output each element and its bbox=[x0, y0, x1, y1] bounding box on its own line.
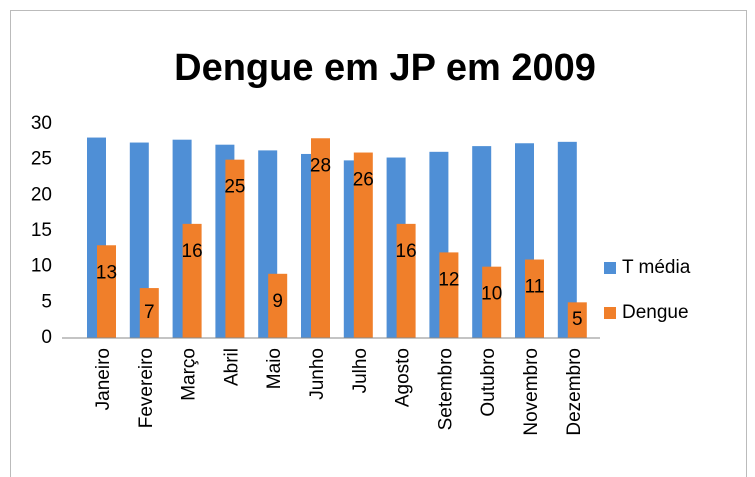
bar bbox=[557, 141, 577, 338]
x-tick-label: Setembro bbox=[435, 348, 456, 430]
bar bbox=[567, 302, 587, 338]
x-tick-label: Outubro bbox=[478, 348, 499, 417]
bar bbox=[482, 266, 502, 338]
x-tick-label: Agosto bbox=[393, 348, 414, 407]
x-tick-label: Dezembro bbox=[564, 348, 585, 436]
x-tick-label: Maio bbox=[264, 348, 285, 389]
bar bbox=[97, 245, 116, 338]
legend-label: Dengue bbox=[622, 302, 689, 323]
y-tick-label: 5 bbox=[41, 291, 52, 312]
data-label: 25 bbox=[224, 177, 245, 198]
x-tick-label: Abril bbox=[221, 348, 242, 386]
bar bbox=[353, 152, 373, 338]
data-label: 7 bbox=[144, 302, 155, 323]
bar bbox=[311, 138, 330, 338]
y-tick-label: 20 bbox=[31, 184, 52, 205]
x-tick-label: Fevereiro bbox=[136, 348, 157, 428]
x-tick-label: Novembro bbox=[521, 348, 542, 436]
legend-label: T média bbox=[622, 257, 691, 278]
data-label: 9 bbox=[272, 291, 283, 312]
data-label: 12 bbox=[438, 269, 459, 290]
legend-swatch bbox=[604, 262, 616, 274]
data-label: 5 bbox=[572, 309, 583, 330]
bar bbox=[439, 252, 459, 338]
bar bbox=[525, 259, 544, 338]
chart-border bbox=[10, 10, 747, 477]
y-tick-label: 25 bbox=[31, 149, 52, 170]
bar bbox=[182, 223, 202, 338]
data-label: 11 bbox=[525, 277, 545, 298]
bar bbox=[225, 159, 245, 338]
x-tick-label: Janeiro bbox=[93, 348, 114, 410]
data-label: 10 bbox=[481, 284, 502, 305]
data-label: 13 bbox=[96, 262, 117, 283]
data-label: 26 bbox=[353, 170, 374, 191]
y-tick-label: 30 bbox=[31, 113, 52, 134]
x-tick-label: Julho bbox=[350, 348, 371, 393]
x-tick-label: Março bbox=[179, 348, 200, 401]
y-tick-label: 0 bbox=[41, 327, 52, 348]
bar bbox=[268, 273, 288, 338]
data-label: 28 bbox=[310, 155, 331, 176]
x-tick-label: Junho bbox=[307, 348, 328, 400]
data-label: 16 bbox=[182, 241, 203, 262]
y-tick-label: 15 bbox=[31, 220, 52, 241]
chart-title: Dengue em JP em 2009 bbox=[174, 47, 596, 89]
data-label: 16 bbox=[396, 241, 417, 262]
y-tick-label: 10 bbox=[31, 256, 52, 277]
legend-swatch bbox=[604, 307, 616, 319]
bar bbox=[139, 288, 159, 338]
bar bbox=[396, 223, 416, 338]
